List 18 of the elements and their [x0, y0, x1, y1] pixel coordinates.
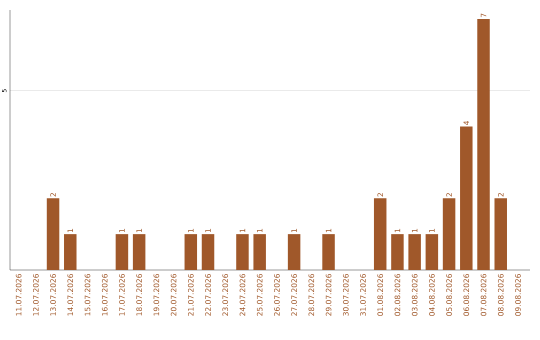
bar — [236, 234, 249, 270]
bar — [477, 18, 490, 270]
bar — [202, 234, 214, 270]
bar — [391, 234, 404, 270]
bar — [288, 234, 300, 270]
bar — [132, 234, 146, 270]
bar — [426, 234, 438, 270]
bar — [64, 234, 77, 270]
bar — [374, 198, 386, 270]
bar — [408, 234, 421, 270]
bar — [494, 198, 507, 270]
bar — [184, 234, 198, 270]
bar — [322, 234, 335, 270]
bar — [116, 234, 128, 270]
bar — [46, 198, 60, 270]
bar — [442, 198, 456, 270]
bar — [253, 234, 266, 270]
bar — [460, 126, 473, 270]
